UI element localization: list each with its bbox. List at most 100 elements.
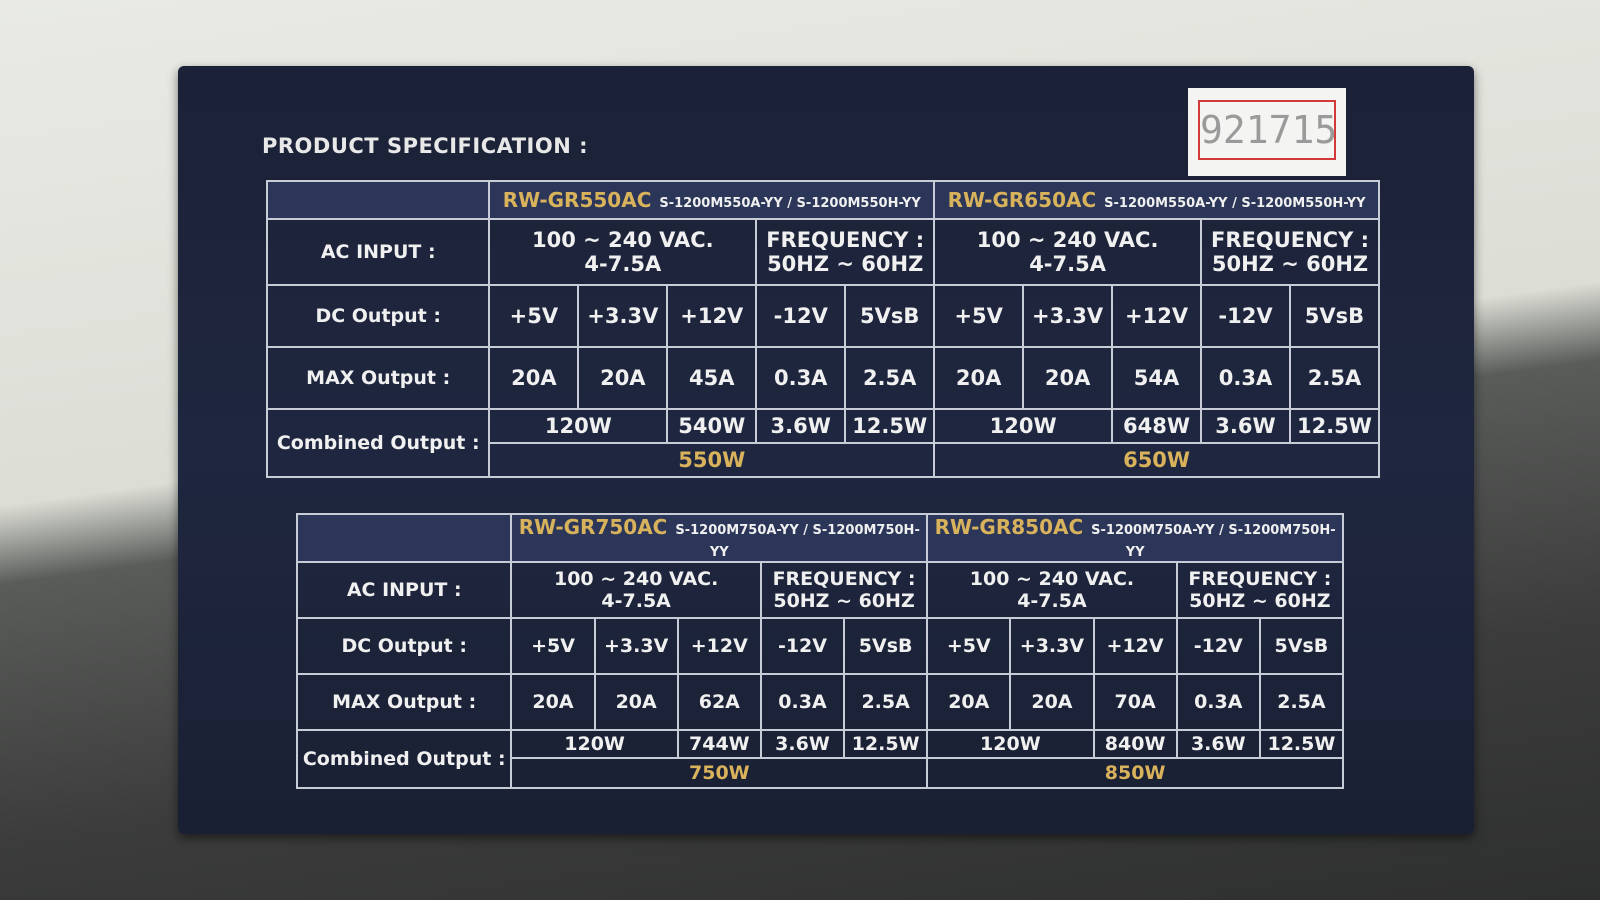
model-header: RW-GR750AC S-1200M750A-YY / S-1200M750H-Y… [510,513,929,563]
max-cell: 2.5A [844,346,936,410]
frequency-cell: FREQUENCY :50HZ ~ 60HZ [759,561,929,619]
max-cell: 2.5A [843,673,929,731]
max-cell: 20A [1022,346,1114,410]
max-cell: 20A [1009,673,1095,731]
table-row: Combined Output :120W 540W 3.6W 12.5W 120W 64… [265,408,1381,478]
ac-voltage: 100 ~ 240 VAC. [531,228,714,252]
frequency: 50HZ ~ 60HZ [1189,590,1331,612]
table-row: RW-GR550AC S-1200M550A-YY / S-1200M550H-Y… [265,180,1380,220]
combined-cell: 744W [676,729,762,759]
table-row: Combined Output :120W 744W 3.6W 12.5W 120W 84… [295,729,1345,789]
ac-input-cell: 100 ~ 240 VAC. 4-7.5A [510,561,762,619]
row-label: Combined Output : [295,729,513,789]
dc-cell: +12V [666,284,758,348]
total-cell: 750W [510,757,929,789]
frequency: 50HZ ~ 60HZ [1211,252,1369,276]
dc-cell: +3.3V [577,284,669,348]
heading: PRODUCT SPECIFICATION : [262,134,588,158]
row-label: MAX Output : [295,673,513,731]
row-label: Combined Output : [265,408,491,478]
combined-cell: 3.6W [759,729,846,759]
max-cell: 20A [577,346,669,410]
row-label: MAX Output : [265,346,491,410]
table-row: AC INPUT :100 ~ 240 VAC. 4-7.5A FREQUENCY … [295,561,1345,619]
max-cell: 70A [1092,673,1178,731]
table-row: 550W 650W [267,442,1380,478]
max-cell: 0.3A [755,346,847,410]
combined-cell: 12.5W [1258,729,1345,759]
model-header: RW-GR550AC S-1200M550A-YY / S-1200M550H-Y… [488,180,936,220]
max-cell: 0.3A [1175,673,1261,731]
header-cell [295,513,513,563]
table-row: AC INPUT :100 ~ 240 VAC. 4-7.5A FREQUENCY … [265,218,1380,286]
ac-current: 4-7.5A [601,590,671,612]
model-part-number: S-1200M550A-YY / S-1200M550H-YY [1104,196,1366,211]
model-part-number: S-1200M750A-YY / S-1200M750H-YY [675,523,920,560]
total-cell: 650W [933,442,1380,478]
dc-cell: 5VsB [1258,617,1345,675]
frequency-cell: FREQUENCY :50HZ ~ 60HZ [1175,561,1345,619]
dc-cell: 5VsB [843,617,929,675]
row-label: DC Output : [265,284,491,348]
ac-input-cell: 100 ~ 240 VAC. 4-7.5A [488,218,758,286]
combined-cell: 840W [1092,729,1178,759]
header-cell [265,180,491,220]
sticker: 921715 [1188,88,1346,176]
table-row: DC Output : +5V +3.3V +12V -12V 5VsB +5V +3.3V +… [295,617,1345,675]
dc-cell: +12V [1111,284,1203,348]
dc-cell: +5V [933,284,1025,348]
ac-voltage: 100 ~ 240 VAC. [553,568,719,590]
max-cell: 20A [933,346,1025,410]
max-cell: 20A [488,346,580,410]
dc-cell: +3.3V [593,617,679,675]
combined-cell: 120W [933,408,1114,444]
ac-voltage: 100 ~ 240 VAC. [976,228,1159,252]
ac-current: 4-7.5A [584,252,662,276]
dc-cell: +5V [510,617,596,675]
max-cell: 20A [926,673,1012,731]
frequency-label: FREQUENCY : [1211,228,1370,252]
max-cell: 62A [676,673,762,731]
max-cell: 2.5A [1288,346,1381,410]
ac-input-cell: 100 ~ 240 VAC. 4-7.5A [926,561,1178,619]
max-cell: 0.3A [1200,346,1291,410]
dc-cell: +12V [1092,617,1178,675]
ac-voltage: 100 ~ 240 VAC. [969,568,1135,590]
row-label: AC INPUT : [265,218,491,286]
table-row: MAX Output :20A 20A 45A 0.3A 2.5A 20A 20A 54A 0.… [265,346,1381,410]
total-cell: 850W [926,757,1344,789]
table-row: RW-GR750AC S-1200M750A-YY / S-1200M750H-Y… [295,513,1344,563]
frequency-label: FREQUENCY : [1188,568,1332,590]
model-header: RW-GR650AC S-1200M550A-YY / S-1200M550H-Y… [933,180,1380,220]
combined-cell: 3.6W [1175,729,1261,759]
model-name: RW-GR850AC [934,515,1084,539]
combined-cell: 120W [926,729,1095,759]
max-cell: 2.5A [1258,673,1345,731]
dc-cell: 5VsB [844,284,936,348]
dc-cell: +5V [488,284,580,348]
combined-cell: 120W [510,729,679,759]
dc-cell: +12V [676,617,762,675]
frequency: 50HZ ~ 60HZ [773,590,915,612]
combined-cell: 648W [1111,408,1203,444]
dc-cell: -12V [1200,284,1291,348]
model-name: RW-GR750AC [518,515,668,539]
row-label: DC Output : [295,617,513,675]
ac-current: 4-7.5A [1017,590,1087,612]
combined-cell: 12.5W [1288,408,1381,444]
table-row: 750W 850W [297,757,1344,789]
frequency-cell: FREQUENCY :50HZ ~ 60HZ [755,218,936,286]
total-cell: 550W [488,442,936,478]
frequency-label: FREQUENCY : [772,568,916,590]
dc-cell: -12V [755,284,847,348]
combined-cell: 3.6W [755,408,847,444]
combined-cell: 120W [488,408,669,444]
spec-table: RW-GR550AC S-1200M550A-YY / S-1200M550H-Y… [265,180,1381,478]
frequency-cell: FREQUENCY :50HZ ~ 60HZ [1200,218,1380,286]
combined-cell: 540W [666,408,758,444]
max-cell: 20A [510,673,596,731]
model-header: RW-GR850AC S-1200M750A-YY / S-1200M750H-Y… [926,513,1344,563]
dc-cell: +3.3V [1009,617,1095,675]
spec-table: RW-GR750AC S-1200M750A-YY / S-1200M750H-Y… [295,513,1345,789]
